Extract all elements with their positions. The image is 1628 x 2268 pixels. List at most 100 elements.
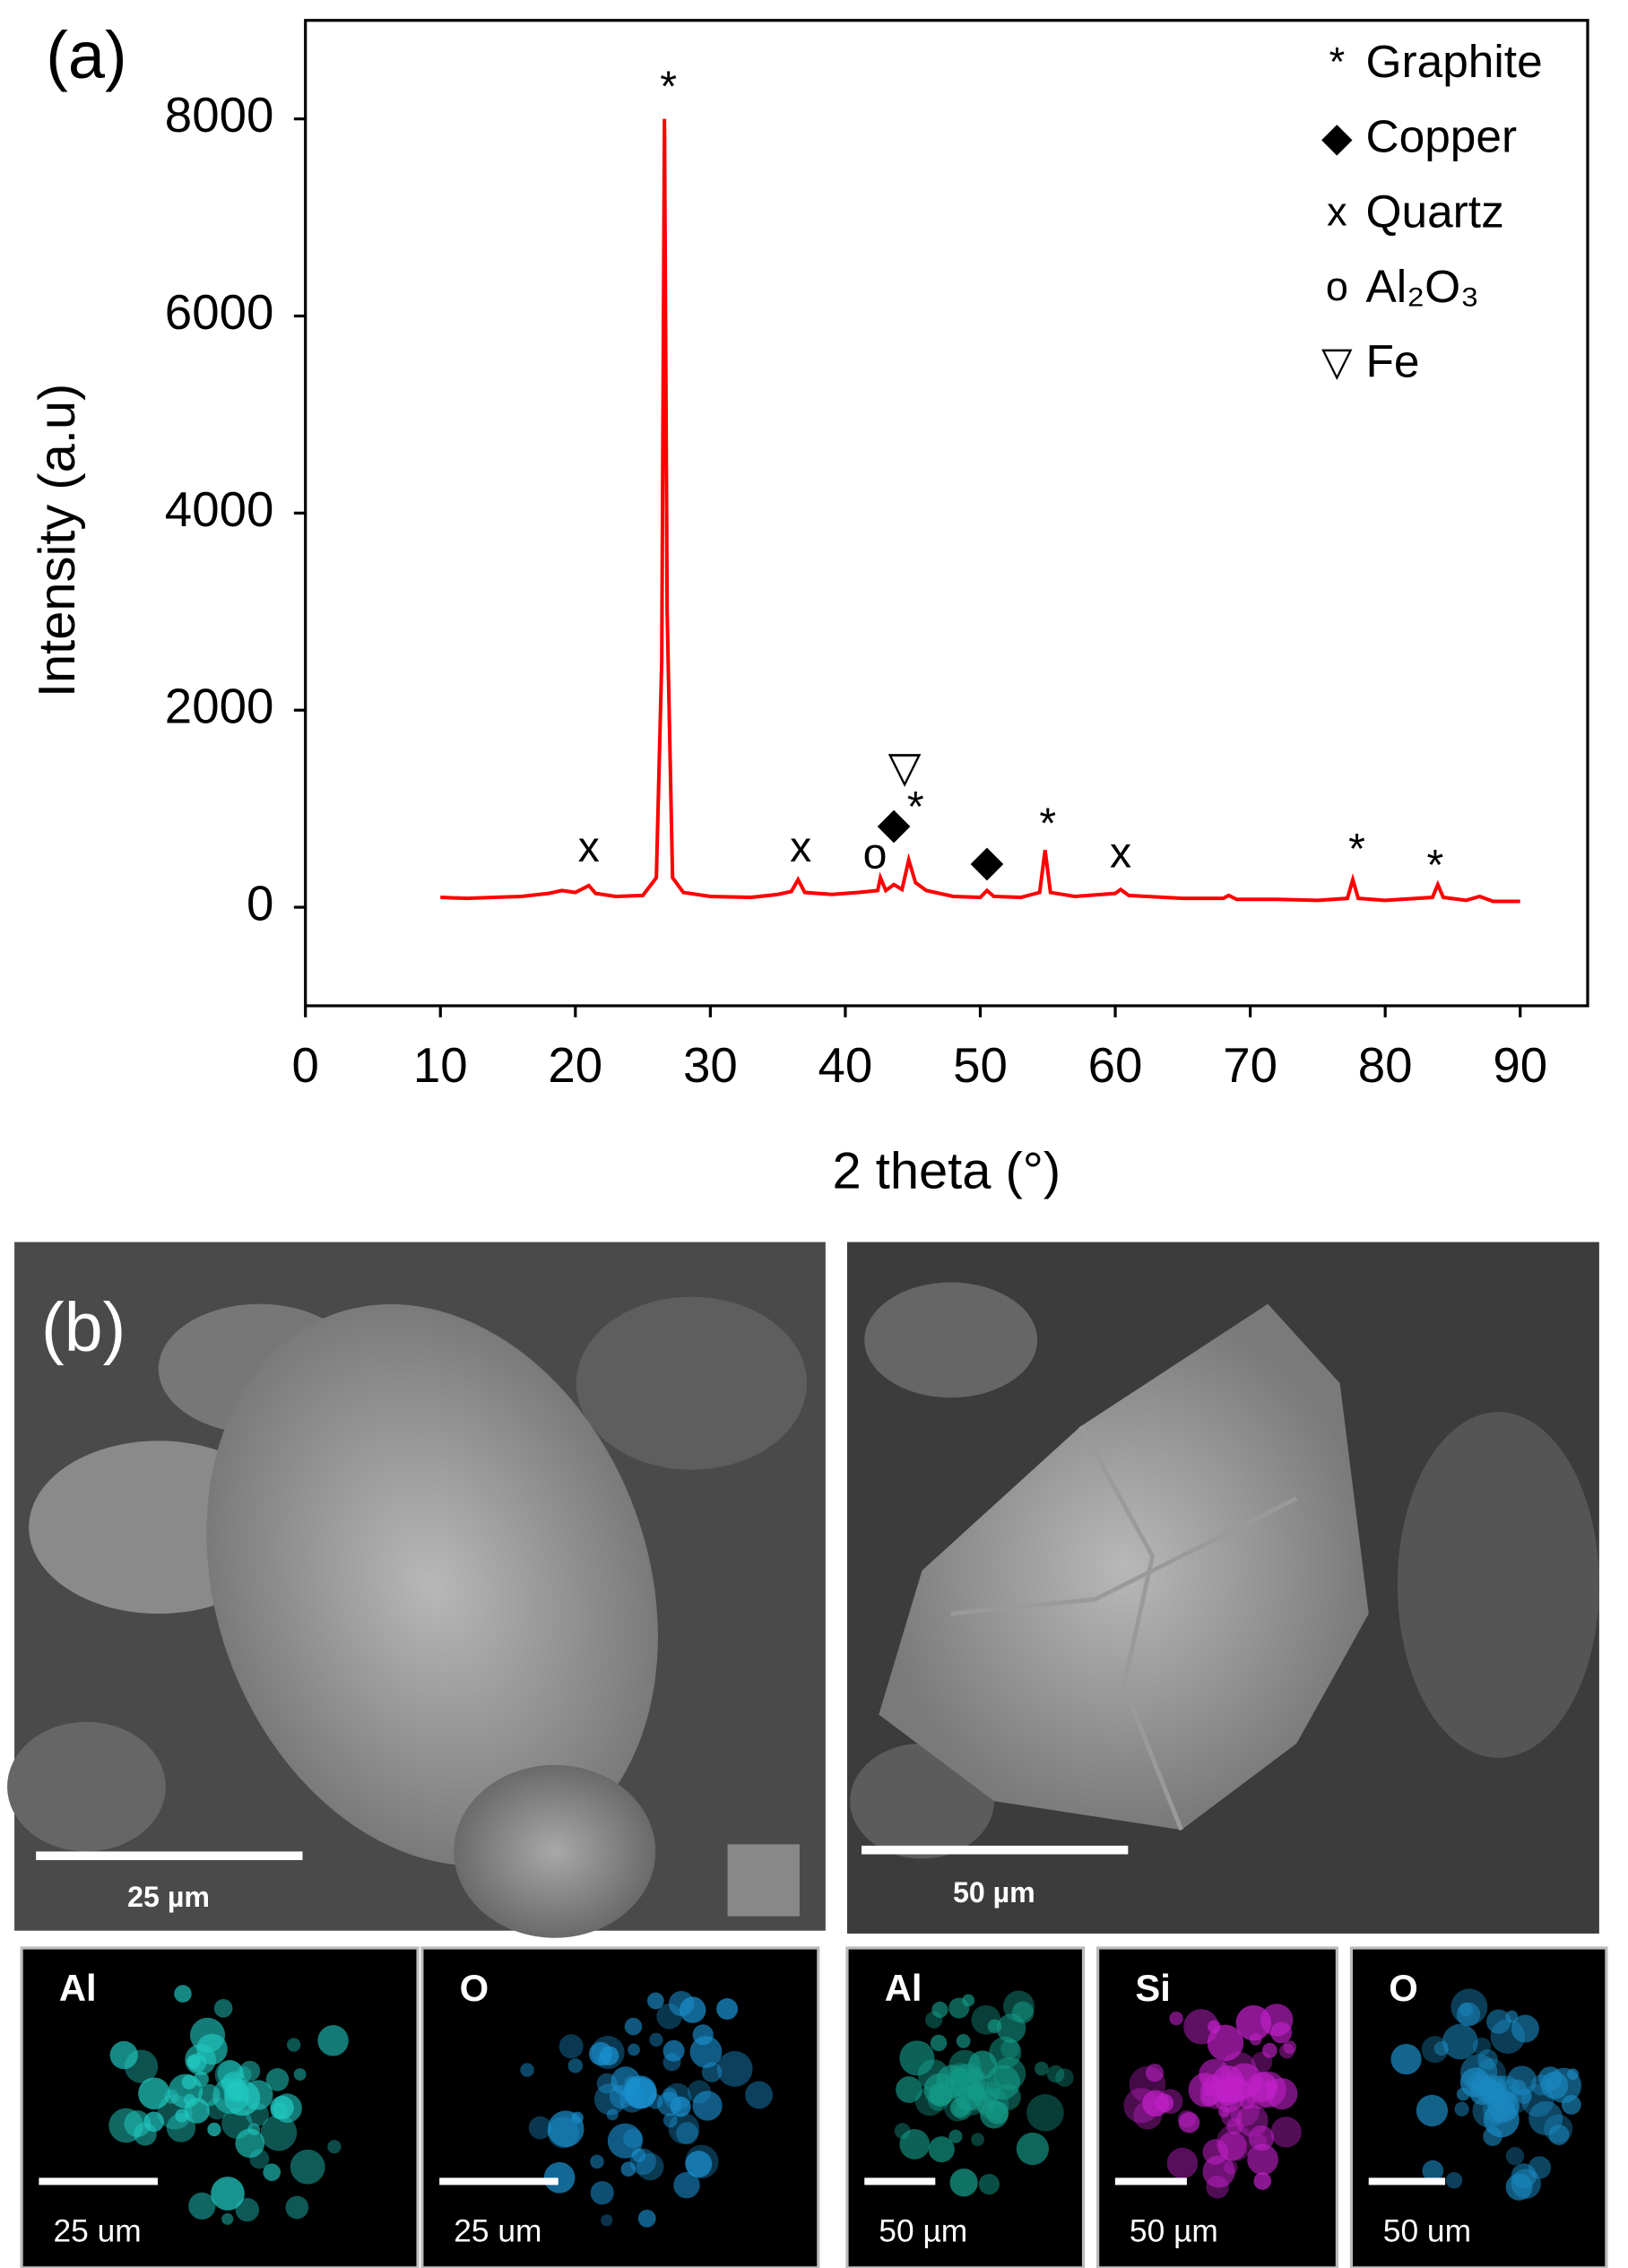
eds-signal [1207, 2024, 1244, 2062]
legend-symbol: x [1327, 189, 1347, 235]
eds-signal [620, 2161, 636, 2177]
y-tick-label: 8000 [165, 88, 274, 143]
eds-signal [1011, 2001, 1035, 2024]
eds-signal [931, 2001, 948, 2018]
legend-label: Al₂O₃ [1366, 260, 1480, 312]
eds-signal [1422, 2160, 1444, 2182]
eds-signal [1202, 2155, 1235, 2188]
scale-label: 50 µm [879, 2214, 967, 2249]
peak-annotation: ◆ [970, 836, 1003, 885]
eds-signal [628, 2043, 640, 2056]
eds-signal [745, 2081, 773, 2109]
eds-signal [1503, 2086, 1517, 2099]
eds-signal [212, 2077, 250, 2115]
x-tick-label: 10 [413, 1038, 468, 1093]
eds-signal [109, 2040, 138, 2070]
x-tick-label: 80 [1358, 1038, 1413, 1093]
eds-signal [1454, 2101, 1469, 2117]
peak-annotation: ▽ [888, 743, 922, 792]
eds-signal [978, 2173, 1000, 2195]
legend-symbol: * [1329, 39, 1346, 84]
plot-frame [304, 19, 1589, 1008]
eds-signal [213, 1999, 233, 2018]
eds-signal [1035, 2061, 1049, 2076]
eds-signal [263, 2163, 281, 2182]
eds-signal [631, 2148, 646, 2163]
legend-label: Quartz [1366, 185, 1504, 237]
y-tick-label: 6000 [165, 285, 274, 340]
eds-element: O [460, 1967, 489, 2009]
eds-signal [689, 2036, 723, 2068]
eds-signal [1252, 2134, 1268, 2149]
eds-signal [249, 2149, 270, 2169]
eds-signal [896, 2076, 922, 2103]
eds-signal [1248, 2125, 1275, 2151]
eds-signal [138, 2077, 170, 2110]
eds-signal [1459, 2002, 1474, 2017]
eds-signal [692, 2091, 723, 2121]
peak-annotation: o [863, 830, 888, 879]
eds-signal [601, 2214, 613, 2227]
peak-annotation: x [578, 823, 600, 871]
eds-signal [1507, 2065, 1537, 2096]
eds-signal [899, 2040, 935, 2076]
eds-signal [1055, 2068, 1074, 2087]
eds-signal [1544, 2114, 1573, 2143]
eds-signal [956, 2034, 971, 2048]
x-axis-label: 2 theta (°) [833, 1142, 1061, 1199]
eds-signal [108, 2108, 143, 2143]
eds-signal [287, 2038, 301, 2052]
eds-signal [1472, 2037, 1492, 2056]
eds-signal [899, 2129, 931, 2160]
peak-annotation: * [1426, 841, 1443, 889]
eds-signal [656, 2091, 682, 2117]
eds-signal [930, 2034, 948, 2052]
eds-signal [1235, 2104, 1269, 2137]
eds-signal [1528, 2100, 1563, 2135]
eds-signal [327, 2140, 342, 2154]
peak-annotation: * [1348, 825, 1365, 873]
y-tick-label: 4000 [165, 482, 274, 537]
scale-label: 50 µm [1130, 2214, 1218, 2249]
eds-signal [1390, 2043, 1422, 2075]
eds-element: Al [59, 1967, 97, 2009]
eds-signal [1483, 2081, 1506, 2104]
eds-signal [247, 2123, 261, 2136]
eds-signal [547, 2117, 579, 2149]
eds-signal [928, 2136, 955, 2163]
eds-signal [987, 2019, 1002, 2034]
y-tick-label: 0 [247, 876, 273, 931]
eds-signal [945, 2067, 979, 2101]
eds-signal [992, 2056, 1026, 2091]
eds-signal [214, 2060, 245, 2090]
eds-signal [260, 2114, 298, 2151]
legend-symbol: o [1326, 264, 1348, 309]
xrd-line [440, 118, 1520, 904]
eds-signal [559, 2034, 584, 2059]
legend-symbol: ▽ [1321, 339, 1353, 385]
eds-signal [633, 2084, 646, 2098]
eds-signal [1442, 2023, 1478, 2060]
legend-label: Fe [1366, 334, 1420, 386]
eds-signal [962, 1994, 975, 2007]
eds-signal [588, 2041, 613, 2066]
eds-signal [668, 2113, 700, 2144]
eds-signal [1199, 2074, 1235, 2109]
legend-label: Copper [1366, 110, 1518, 162]
eds-signal [221, 2212, 234, 2225]
x-tick-label: 0 [292, 1038, 319, 1093]
eds-signal [701, 2062, 723, 2082]
eds-signal [198, 2083, 221, 2107]
peak-annotation: ◆ [878, 800, 911, 848]
eds-signal [1142, 2090, 1169, 2117]
eds-signal [1046, 2065, 1065, 2083]
scale-label: 50 um [1383, 2214, 1471, 2249]
eds-signal [1216, 2124, 1254, 2161]
peak-annotation: * [1039, 800, 1056, 848]
peak-annotation: x [790, 823, 811, 871]
eds-signal [206, 2098, 229, 2120]
eds-signal [270, 2095, 294, 2120]
x-tick-label: 70 [1223, 1038, 1277, 1093]
eds-signal [186, 2055, 201, 2069]
